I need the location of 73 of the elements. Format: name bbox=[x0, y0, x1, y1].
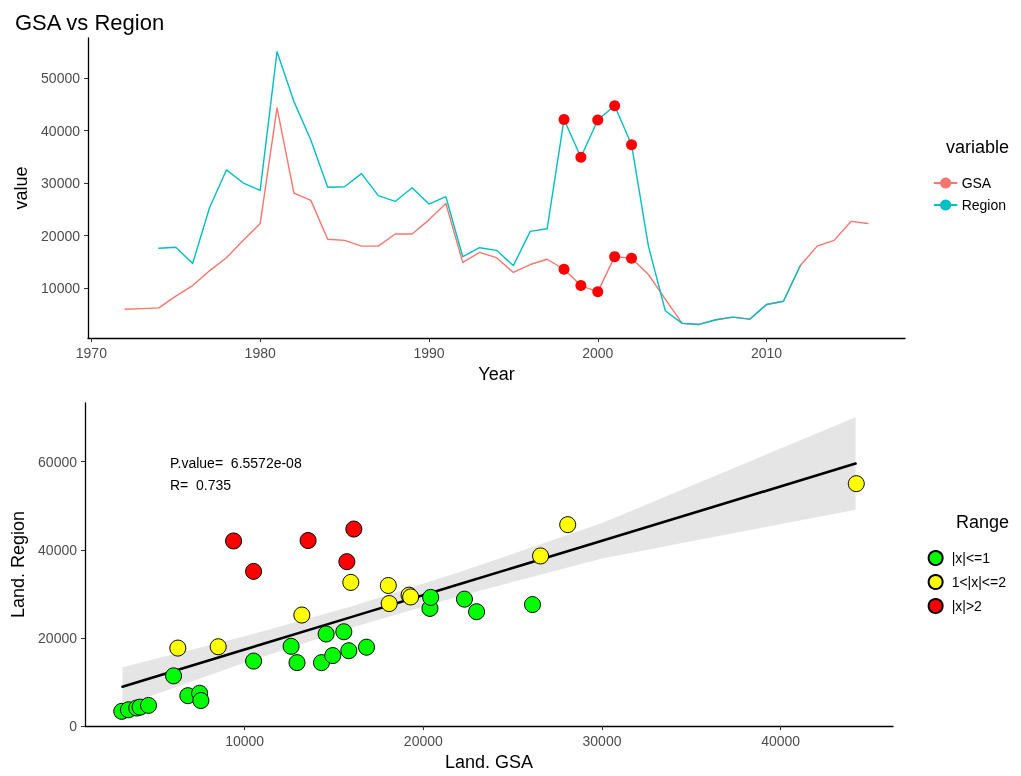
point bbox=[324, 647, 342, 665]
point bbox=[626, 139, 638, 151]
y-tick-label: 30000 bbox=[41, 175, 81, 192]
y-tick-label: 60000 bbox=[38, 453, 78, 470]
point bbox=[317, 625, 335, 643]
y-tick-label: 40000 bbox=[38, 541, 78, 558]
y-tick-label: 20000 bbox=[38, 629, 78, 646]
x-tick-label: 1990 bbox=[413, 345, 445, 362]
point bbox=[225, 532, 243, 550]
point bbox=[592, 286, 604, 298]
y-tick-label: 50000 bbox=[41, 69, 81, 86]
legend-title: Range bbox=[955, 512, 1009, 532]
point bbox=[288, 654, 306, 672]
point bbox=[358, 638, 376, 656]
point bbox=[575, 280, 587, 292]
x-tick-label: 20000 bbox=[403, 733, 444, 750]
point bbox=[847, 475, 865, 493]
y-axis-title: value bbox=[11, 166, 32, 210]
point bbox=[559, 516, 577, 534]
line-series bbox=[158, 50, 802, 326]
legend-label: GSA bbox=[961, 175, 992, 191]
chart-title: GSA vs Region bbox=[15, 9, 165, 35]
legend-title: variable bbox=[945, 137, 1010, 157]
legend-label: 1<|x|<=2 bbox=[951, 574, 1007, 590]
point bbox=[245, 652, 263, 670]
point bbox=[245, 562, 263, 580]
y-axis-title: Land. Region bbox=[8, 511, 29, 619]
y-tick-label: 10000 bbox=[41, 280, 81, 297]
point bbox=[532, 547, 550, 565]
point bbox=[592, 114, 604, 126]
point bbox=[282, 637, 300, 655]
point bbox=[340, 642, 358, 660]
legend-label: Region bbox=[961, 197, 1007, 213]
legend-label: |x|<=1 bbox=[951, 550, 991, 566]
point bbox=[165, 667, 183, 685]
point bbox=[379, 576, 397, 594]
x-tick-label: 40000 bbox=[761, 733, 801, 750]
point bbox=[575, 151, 587, 163]
point bbox=[609, 251, 621, 263]
legend-label: |x|>2 bbox=[951, 598, 983, 614]
point bbox=[558, 263, 570, 275]
x-axis-title: Year bbox=[478, 364, 515, 384]
point bbox=[626, 252, 638, 264]
point bbox=[345, 520, 363, 538]
y-tick-label: 20000 bbox=[41, 227, 81, 244]
point bbox=[335, 623, 353, 641]
point bbox=[169, 639, 187, 657]
y-tick-label: 0 bbox=[69, 718, 78, 735]
x-tick-label: 2010 bbox=[751, 345, 783, 362]
x-tick-label: 10000 bbox=[225, 733, 265, 750]
point bbox=[558, 113, 570, 125]
point bbox=[380, 595, 398, 613]
point bbox=[313, 654, 330, 672]
annotation: R= 0.735 bbox=[170, 477, 232, 493]
point bbox=[422, 588, 440, 606]
point bbox=[338, 553, 356, 571]
point bbox=[609, 100, 621, 112]
point bbox=[455, 590, 473, 608]
point bbox=[342, 573, 360, 591]
x-tick-label: 2000 bbox=[582, 345, 614, 362]
point bbox=[192, 692, 210, 710]
point bbox=[524, 596, 542, 614]
y-tick-label: 40000 bbox=[41, 122, 81, 139]
point bbox=[140, 696, 158, 714]
x-axis-title: Land. GSA bbox=[444, 752, 534, 772]
x-tick-label: 1970 bbox=[75, 345, 108, 362]
annotation: P.value= 6.5572e-08 bbox=[170, 455, 302, 471]
point bbox=[293, 606, 311, 624]
x-tick-label: 1980 bbox=[244, 345, 276, 362]
point bbox=[468, 603, 486, 621]
x-tick-label: 30000 bbox=[582, 733, 622, 750]
point bbox=[209, 638, 227, 656]
point bbox=[299, 532, 317, 550]
